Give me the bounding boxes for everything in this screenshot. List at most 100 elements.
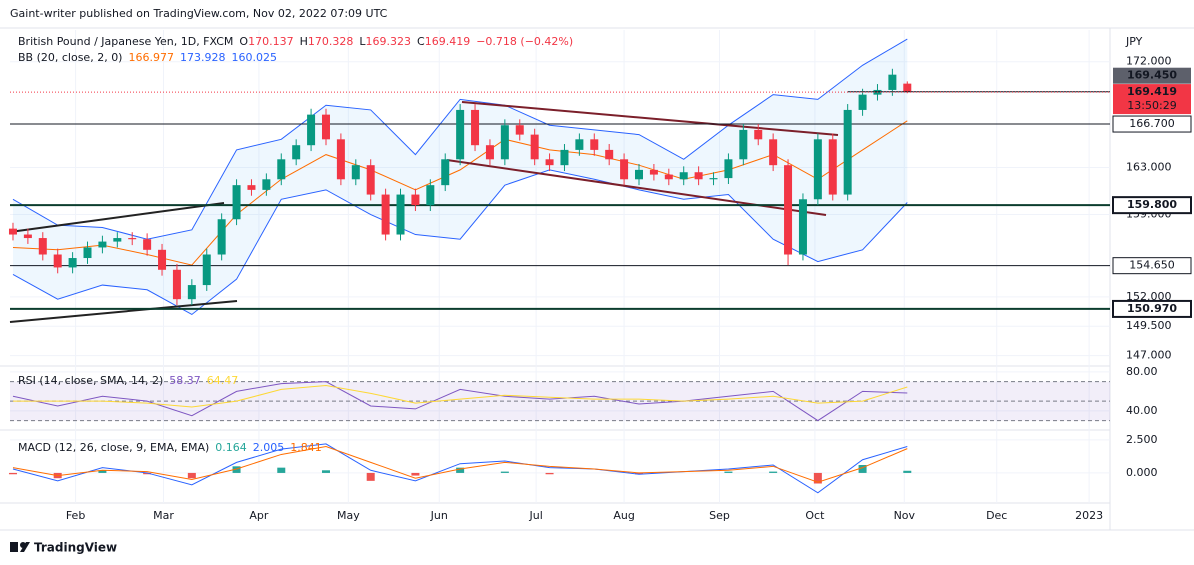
candle-body (739, 129, 748, 160)
candle-body (500, 125, 509, 160)
candle-body (23, 234, 32, 239)
y-tick-label: 147.000 (1126, 349, 1172, 362)
macd-histogram-bar (903, 470, 912, 473)
x-tick-label: 2023 (1075, 509, 1103, 522)
candle-body (843, 109, 852, 195)
candle-body (98, 241, 107, 248)
x-tick-label: May (337, 509, 360, 522)
macd-histogram-bar (143, 472, 152, 475)
level-label-box (1112, 257, 1192, 275)
bb-fill (12, 39, 908, 315)
legend-item: 160.025 (231, 51, 277, 64)
back-layer (8, 30, 1110, 503)
current-price-box (1113, 84, 1191, 115)
candle-body (143, 239, 152, 250)
candle-body (262, 179, 271, 190)
candle-body (679, 172, 688, 180)
candle-body (784, 165, 793, 255)
candle-body (158, 249, 167, 270)
legend-item: 64.47 (207, 374, 239, 387)
candle-body (411, 194, 420, 206)
candle-body (664, 174, 673, 180)
macd-line (12, 446, 908, 483)
legend-item: 173.928 (180, 51, 226, 64)
candle-body (515, 125, 524, 135)
candle-body (634, 169, 643, 180)
x-tick-label: Jun (430, 509, 448, 522)
y-tick-label: 40.00 (1126, 404, 1158, 417)
published-note: Gaint-writer published on TradingView.co… (10, 7, 388, 20)
candle-body (545, 159, 554, 166)
candle-body (38, 238, 47, 255)
candle-body (813, 139, 822, 200)
last-price-label: 169.450 (1127, 69, 1177, 82)
level-label-box (1112, 196, 1192, 215)
candle-body (113, 238, 122, 242)
currency: JPY (1125, 35, 1143, 48)
macd-histogram-bar (858, 465, 867, 473)
y-tick-label: 2.500 (1126, 433, 1158, 446)
legend-item: L (359, 35, 366, 48)
candle-body (709, 178, 718, 180)
x-tick-label: Feb (66, 509, 85, 522)
candle-body (471, 109, 480, 146)
legend-item: 58.37 (169, 374, 201, 387)
candle-body (336, 139, 345, 180)
candle-body (441, 159, 450, 186)
legend-item: 169.419 (425, 35, 471, 48)
x-tick-label: Jul (529, 509, 543, 522)
candle-body (307, 114, 316, 146)
rsi-line (12, 385, 908, 408)
bb-line (12, 38, 908, 240)
level-label: 150.970 (1127, 302, 1177, 315)
macd-histogram-bar (769, 471, 778, 473)
x-tick-label: Oct (805, 509, 825, 522)
candle-body (620, 159, 629, 180)
x-tick-label: Mar (153, 509, 174, 522)
candle-body (694, 172, 703, 180)
y-tick-label: 0.000 (1126, 466, 1158, 479)
candle-body (232, 185, 241, 220)
legend-item: British Pound / Japanese Yen, 1D, FXCM (18, 35, 233, 48)
current-price-label: 169.419 (1127, 85, 1177, 98)
candle-body (187, 285, 196, 300)
candle-body (396, 194, 405, 235)
candle-body (605, 149, 614, 160)
legend-item: −0.718 (−0.42%) (476, 35, 573, 48)
candle-body (366, 165, 375, 195)
legend-item: BB (20, close, 2, 0) (18, 51, 122, 64)
y-tick-label: 149.500 (1126, 319, 1172, 332)
macd-histogram-bar (500, 471, 509, 473)
candle-body (321, 114, 330, 140)
legend: BB (20, close, 2, 0) 166.977 173.928 160.02… (18, 51, 277, 64)
macd-histogram-bar (456, 467, 465, 473)
candle-body (828, 139, 837, 195)
candle-body (903, 83, 912, 93)
separators (0, 27, 1194, 531)
candle-body (247, 185, 256, 190)
candle-body (530, 134, 539, 160)
legend-item: C (417, 35, 425, 48)
x-tick-label: Sep (709, 509, 730, 522)
rsi-line (12, 381, 908, 422)
macd-histogram-bar (411, 472, 420, 476)
candle-body (351, 165, 360, 180)
candle-body (485, 145, 494, 160)
x-tick-label: Dec (986, 509, 1007, 522)
y-tick-label: 152.000 (1126, 290, 1172, 303)
candle-body (590, 139, 599, 150)
level-label-box (1112, 299, 1192, 318)
last-price-box (1113, 67, 1191, 84)
legend: British Pound / Japanese Yen, 1D, FXCM O1… (18, 35, 573, 48)
candle-body (202, 254, 211, 286)
legend-item: 170.137 (248, 35, 294, 48)
candle-body (649, 169, 658, 175)
candle-body (217, 219, 226, 255)
macd-histogram-bar (366, 472, 375, 481)
candle-body (769, 139, 778, 166)
candle-body (53, 254, 62, 268)
legend-item: H (300, 35, 308, 48)
legend-item: 170.328 (308, 35, 354, 48)
